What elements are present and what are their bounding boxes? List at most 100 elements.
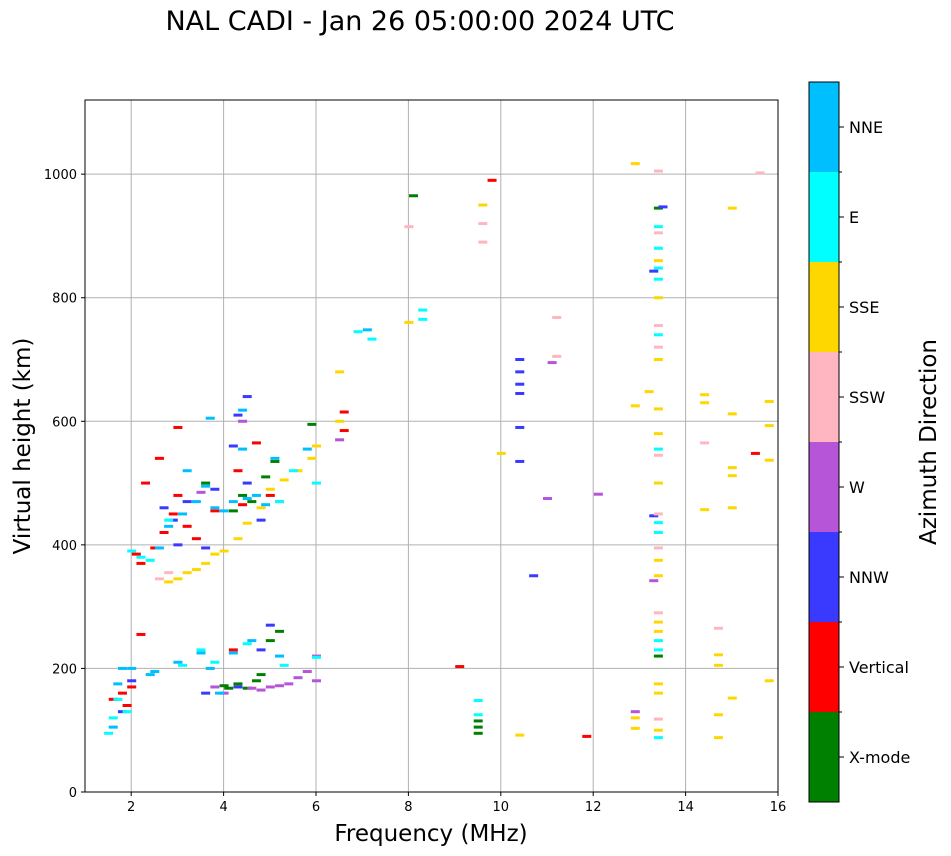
data-point (270, 459, 280, 463)
data-point (630, 716, 640, 720)
data-point (173, 543, 183, 547)
data-point (247, 500, 257, 504)
data-point (108, 725, 118, 729)
data-point (653, 333, 663, 337)
data-point (164, 518, 174, 522)
data-point (251, 679, 261, 683)
y-tick-label: 1000 (44, 168, 77, 183)
data-point (478, 240, 488, 244)
data-point (127, 679, 137, 683)
data-point (487, 178, 497, 182)
data-point (275, 684, 285, 688)
data-point (293, 676, 303, 680)
data-point (367, 337, 377, 341)
data-point (653, 691, 663, 695)
data-point (653, 648, 663, 652)
colorbar-tick-label: SSW (849, 388, 885, 407)
data-point (275, 500, 285, 504)
data-point (205, 666, 215, 670)
data-point (312, 655, 321, 659)
data-point (108, 697, 118, 701)
colorbar-frame (808, 81, 840, 803)
data-point (164, 571, 174, 575)
data-point (713, 736, 723, 740)
data-point (293, 469, 303, 473)
x-tick-label: 16 (770, 800, 787, 815)
data-point (242, 395, 252, 399)
data-point (473, 731, 483, 735)
colorbar: X-mode Vertical NNW W SSW SSE E NNE (808, 81, 910, 803)
data-point (210, 487, 220, 491)
data-point (515, 358, 525, 361)
data-point (653, 682, 663, 686)
data-point (515, 391, 525, 395)
data-point (233, 685, 243, 689)
x-tick-label: 14 (677, 800, 694, 815)
data-point (173, 493, 183, 497)
data-point (238, 419, 248, 423)
data-point (201, 481, 211, 485)
series-nne (108, 328, 372, 729)
data-point (182, 524, 192, 528)
data-point (764, 458, 774, 462)
data-point (404, 320, 414, 324)
x-axis-ticks: 2 4 6 8 10 12 14 16 (127, 792, 786, 815)
data-point (713, 653, 723, 657)
data-point (164, 524, 174, 528)
data-point (478, 222, 488, 226)
data-point (131, 552, 141, 556)
data-point (136, 632, 146, 636)
data-point (242, 642, 252, 646)
data-point (700, 441, 710, 445)
data-point (205, 416, 215, 420)
data-point (122, 704, 132, 707)
data-point (700, 393, 710, 397)
chart-title: NAL CADI - Jan 26 05:00:00 2024 UTC (165, 6, 675, 37)
colorbar-tick-label: NNW (849, 568, 889, 587)
data-points (104, 162, 774, 740)
data-point (630, 162, 640, 166)
data-point (191, 500, 201, 504)
data-point (644, 390, 654, 394)
series-vertical (108, 178, 760, 738)
data-point (233, 537, 243, 541)
data-point (700, 401, 710, 405)
data-point (247, 686, 257, 690)
data-point (473, 713, 483, 717)
data-point (630, 710, 640, 714)
series-sse (164, 162, 774, 740)
data-point (658, 205, 668, 209)
data-point (201, 691, 211, 695)
data-point (261, 475, 271, 479)
data-point (164, 580, 174, 584)
data-point (265, 685, 275, 689)
colorbar-label: Azimuth Direction (916, 339, 942, 545)
series-ssw (154, 169, 765, 721)
data-point (168, 512, 178, 516)
data-point (529, 574, 539, 578)
colorbar-tick-label: NNE (849, 118, 883, 137)
data-point (653, 259, 663, 263)
data-point (653, 717, 663, 721)
data-point (312, 481, 321, 485)
y-axis-label: Virtual height (km) (10, 338, 36, 555)
data-point (159, 531, 169, 534)
data-point (145, 673, 155, 677)
data-point (700, 508, 710, 512)
data-point (653, 225, 663, 229)
data-point (653, 246, 663, 250)
data-point (653, 531, 663, 534)
data-point (418, 317, 428, 321)
data-point (210, 685, 220, 689)
data-point (653, 639, 663, 643)
data-point (552, 315, 562, 319)
data-point (238, 493, 248, 497)
data-point (653, 296, 663, 300)
data-point (256, 506, 266, 510)
data-point (117, 691, 127, 695)
data-point (251, 441, 261, 445)
data-point (256, 648, 266, 652)
data-point (210, 660, 220, 664)
data-point (727, 474, 737, 478)
data-point (653, 558, 663, 562)
